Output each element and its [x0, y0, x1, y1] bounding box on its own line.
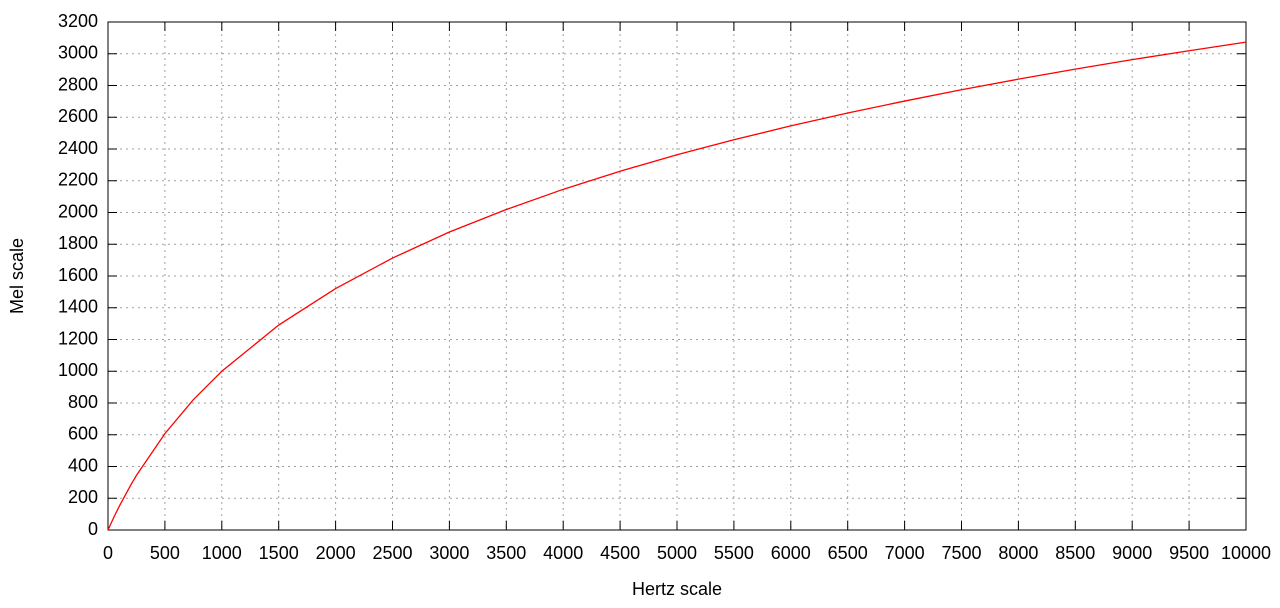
x-tick-label: 3000: [429, 543, 469, 563]
y-tick-label: 1000: [58, 360, 98, 380]
y-tick-label: 200: [68, 487, 98, 507]
y-tick-label: 600: [68, 424, 98, 444]
plot-frame: [107, 21, 1247, 531]
x-tick-label: 4500: [600, 543, 640, 563]
x-tick-label: 8000: [998, 543, 1038, 563]
x-tick-label: 0: [103, 543, 113, 563]
y-tick-label: 1200: [58, 328, 98, 348]
y-tick-label: 1800: [58, 233, 98, 253]
y-tick-label: 2400: [58, 138, 98, 158]
y-tick-label: 400: [68, 455, 98, 475]
x-tick-label: 5000: [657, 543, 697, 563]
y-axis-label: Mel scale: [7, 238, 27, 314]
x-tick-label: 8500: [1055, 543, 1095, 563]
x-tick-label: 2500: [372, 543, 412, 563]
x-tick-label: 6000: [771, 543, 811, 563]
x-tick-label: 500: [150, 543, 180, 563]
y-tick-label: 1600: [58, 265, 98, 285]
x-tick-label: 1000: [202, 543, 242, 563]
x-tick-label: 7000: [885, 543, 925, 563]
y-tick-label: 2600: [58, 106, 98, 126]
x-tick-label: 5500: [714, 543, 754, 563]
x-tick-label: 2000: [316, 543, 356, 563]
x-tick-label: 4000: [543, 543, 583, 563]
x-tick-label: 1500: [259, 543, 299, 563]
y-tick-label: 2800: [58, 74, 98, 94]
y-tick-label: 1400: [58, 297, 98, 317]
x-tick-label: 9500: [1169, 543, 1209, 563]
x-tick-label: 6500: [828, 543, 868, 563]
y-tick-label: 0: [88, 519, 98, 539]
x-tick-label: 10000: [1221, 543, 1271, 563]
y-tick-label: 2200: [58, 170, 98, 190]
x-tick-label: 9000: [1112, 543, 1152, 563]
y-tick-label: 3000: [58, 43, 98, 63]
x-tick-label: 3500: [486, 543, 526, 563]
data-line: [107, 41, 1247, 531]
y-tick-label: 3200: [58, 11, 98, 31]
y-tick-label: 800: [68, 392, 98, 412]
x-tick-label: 7500: [941, 543, 981, 563]
x-axis-label: Hertz scale: [632, 579, 722, 599]
y-tick-label: 2000: [58, 201, 98, 221]
